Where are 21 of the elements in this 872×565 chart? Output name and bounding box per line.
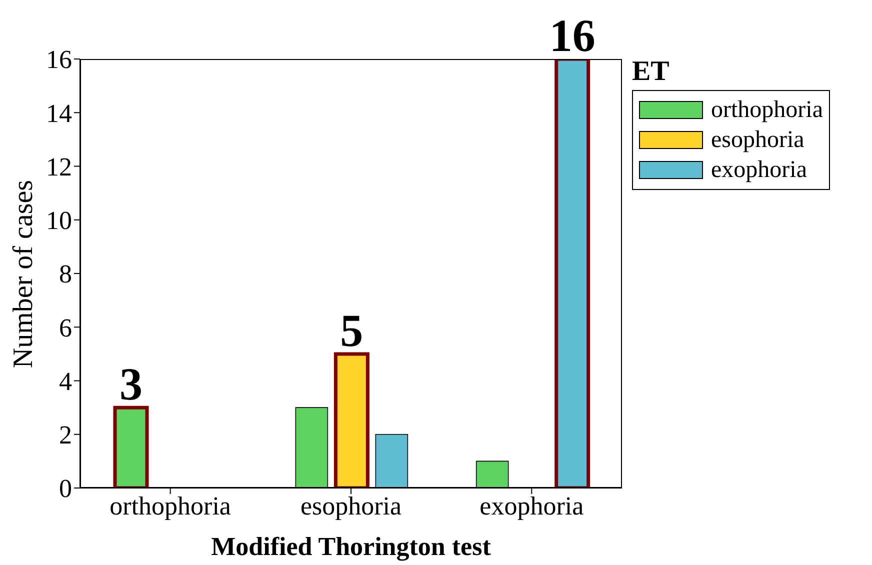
y-tick-label: 8: [59, 260, 72, 289]
data-label: 5: [340, 304, 364, 356]
legend-title: ET: [632, 56, 670, 87]
y-tick-label: 12: [46, 152, 72, 182]
data-label: 16: [549, 10, 596, 61]
y-tick-label: 4: [59, 366, 72, 396]
x-tick-label: esophoria: [300, 491, 402, 520]
x-tick-label: exophoria: [480, 491, 584, 520]
legend-label: esophoria: [711, 127, 804, 153]
y-tick-label: 6: [59, 313, 72, 342]
legend-label: orthophoria: [711, 97, 823, 123]
x-axis-title: Modified Thorington test: [210, 532, 492, 562]
x-tick-label: orthophoria: [110, 491, 232, 520]
y-tick-label: 0: [59, 474, 72, 504]
y-axis-title: Number of cases: [8, 179, 40, 368]
y-tick-label: 14: [46, 98, 72, 128]
legend-label: exophoria: [711, 157, 807, 183]
data-label: 3: [120, 358, 142, 410]
y-tick-label: 10: [46, 206, 72, 236]
y-tick-label: 16: [46, 45, 72, 74]
y-tick-label: 2: [59, 420, 72, 450]
